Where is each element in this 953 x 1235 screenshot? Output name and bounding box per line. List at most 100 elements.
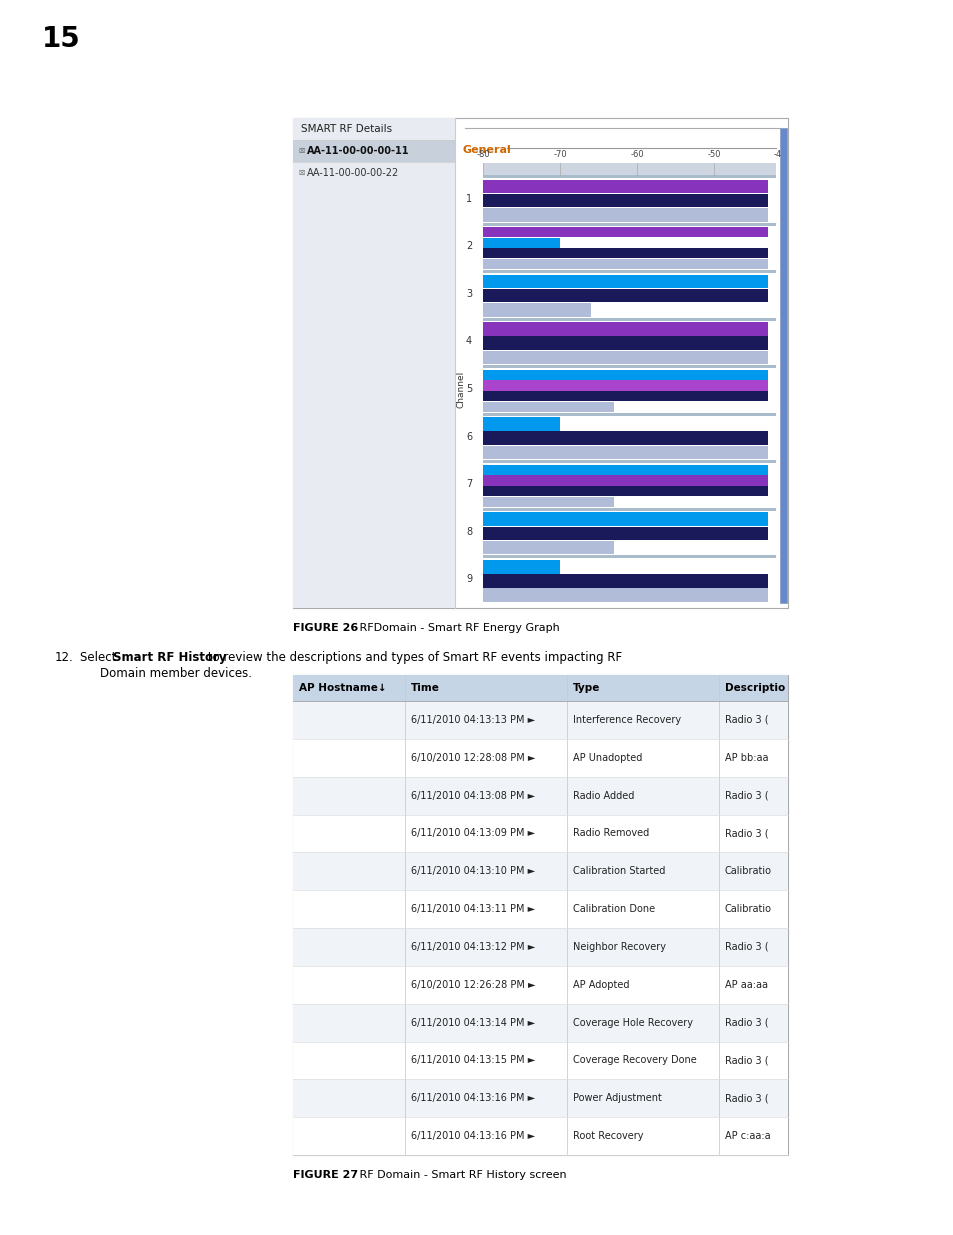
Text: 6/11/2010 04:13:15 PM ►: 6/11/2010 04:13:15 PM ► bbox=[411, 1056, 535, 1066]
Bar bbox=[293, 852, 787, 890]
Text: AP c:aa:a: AP c:aa:a bbox=[724, 1131, 770, 1141]
Text: Radio 3 (: Radio 3 ( bbox=[724, 790, 768, 800]
Bar bbox=[293, 1041, 787, 1079]
Bar bbox=[482, 194, 767, 207]
Text: to review the descriptions and types of Smart RF events impacting RF: to review the descriptions and types of … bbox=[204, 651, 621, 664]
Text: 6: 6 bbox=[465, 431, 472, 442]
Text: 1: 1 bbox=[465, 194, 472, 204]
Bar bbox=[482, 526, 767, 540]
Bar bbox=[482, 380, 767, 390]
Text: Calibration Done: Calibration Done bbox=[573, 904, 655, 914]
Bar bbox=[780, 128, 786, 603]
Text: AP aa:aa: AP aa:aa bbox=[724, 979, 767, 989]
Text: RFDomain - Smart RF Energy Graph: RFDomain - Smart RF Energy Graph bbox=[349, 622, 559, 634]
Bar bbox=[293, 1004, 787, 1041]
Text: 6/11/2010 04:13:11 PM ►: 6/11/2010 04:13:11 PM ► bbox=[411, 904, 535, 914]
Text: Radio 3 (: Radio 3 ( bbox=[724, 715, 768, 725]
Text: AP bb:aa: AP bb:aa bbox=[724, 753, 768, 763]
Text: 6/11/2010 04:13:10 PM ►: 6/11/2010 04:13:10 PM ► bbox=[411, 866, 535, 877]
Text: 6/10/2010 12:28:08 PM ►: 6/10/2010 12:28:08 PM ► bbox=[411, 753, 535, 763]
Bar bbox=[482, 412, 775, 416]
Text: Select: Select bbox=[80, 651, 120, 664]
Bar bbox=[482, 163, 775, 175]
Text: Descriptio: Descriptio bbox=[724, 683, 784, 693]
Text: 6/11/2010 04:13:14 PM ►: 6/11/2010 04:13:14 PM ► bbox=[411, 1018, 535, 1028]
Bar bbox=[482, 369, 767, 380]
Text: 6/11/2010 04:13:13 PM ►: 6/11/2010 04:13:13 PM ► bbox=[411, 715, 535, 725]
Bar bbox=[482, 222, 775, 226]
Bar bbox=[293, 1079, 787, 1118]
Bar bbox=[293, 927, 787, 966]
Text: -80: -80 bbox=[476, 149, 489, 159]
Text: Root Recovery: Root Recovery bbox=[573, 1131, 643, 1141]
Text: Interference Recovery: Interference Recovery bbox=[573, 715, 680, 725]
Text: Calibration Started: Calibration Started bbox=[573, 866, 664, 877]
Text: 3: 3 bbox=[465, 289, 472, 299]
Bar bbox=[293, 777, 787, 815]
Text: 15: 15 bbox=[42, 25, 81, 53]
Bar bbox=[293, 119, 455, 608]
Bar bbox=[482, 336, 767, 350]
Text: Coverage Recovery Done: Coverage Recovery Done bbox=[573, 1056, 696, 1066]
Text: -4: -4 bbox=[773, 149, 781, 159]
Bar bbox=[293, 676, 787, 701]
Text: AP Unadopted: AP Unadopted bbox=[573, 753, 641, 763]
Bar bbox=[482, 274, 767, 288]
Text: 6/11/2010 04:13:16 PM ►: 6/11/2010 04:13:16 PM ► bbox=[411, 1131, 535, 1141]
Bar bbox=[293, 676, 787, 1155]
Bar bbox=[482, 175, 775, 178]
Text: 6/11/2010 04:13:16 PM ►: 6/11/2010 04:13:16 PM ► bbox=[411, 1093, 535, 1103]
Text: -50: -50 bbox=[707, 149, 720, 159]
Bar bbox=[482, 464, 767, 475]
Bar bbox=[482, 366, 775, 368]
Bar bbox=[482, 248, 767, 258]
Bar bbox=[482, 259, 767, 269]
Bar bbox=[293, 966, 787, 1004]
Text: General: General bbox=[462, 144, 511, 156]
Text: Radio 3 (: Radio 3 ( bbox=[724, 1056, 768, 1066]
Text: Neighbor Recovery: Neighbor Recovery bbox=[573, 942, 665, 952]
Text: Radio 3 (: Radio 3 ( bbox=[724, 942, 768, 952]
Bar bbox=[293, 140, 455, 162]
Text: Calibratio: Calibratio bbox=[724, 904, 771, 914]
Text: 6/11/2010 04:13:12 PM ►: 6/11/2010 04:13:12 PM ► bbox=[411, 942, 535, 952]
Text: -60: -60 bbox=[630, 149, 643, 159]
Text: Smart RF History: Smart RF History bbox=[112, 651, 226, 664]
Bar bbox=[482, 508, 775, 511]
Bar bbox=[293, 890, 787, 927]
Bar bbox=[482, 227, 767, 237]
Bar bbox=[482, 559, 559, 573]
Text: 6/10/2010 12:26:28 PM ►: 6/10/2010 12:26:28 PM ► bbox=[411, 979, 535, 989]
Bar bbox=[482, 513, 767, 526]
Text: 4: 4 bbox=[465, 336, 472, 347]
Text: Radio 3 (: Radio 3 ( bbox=[724, 1093, 768, 1103]
Text: AA-11-00-00-00-11: AA-11-00-00-00-11 bbox=[307, 146, 409, 156]
Bar bbox=[482, 461, 775, 463]
Text: Coverage Hole Recovery: Coverage Hole Recovery bbox=[573, 1018, 692, 1028]
Bar bbox=[482, 317, 775, 321]
Bar bbox=[482, 289, 767, 303]
Text: Radio Added: Radio Added bbox=[573, 790, 634, 800]
Bar bbox=[482, 270, 775, 273]
Bar bbox=[482, 588, 767, 601]
Text: FIGURE 27: FIGURE 27 bbox=[293, 1170, 357, 1179]
Bar bbox=[482, 446, 767, 459]
Bar bbox=[482, 574, 767, 588]
Text: Radio 3 (: Radio 3 ( bbox=[724, 1018, 768, 1028]
Bar bbox=[293, 701, 787, 739]
Bar bbox=[293, 739, 787, 777]
Bar bbox=[482, 417, 559, 431]
Bar bbox=[482, 475, 767, 485]
Text: FIGURE 26: FIGURE 26 bbox=[293, 622, 358, 634]
Text: Domain member devices.: Domain member devices. bbox=[100, 667, 252, 680]
Text: AP Hostname↓: AP Hostname↓ bbox=[298, 683, 386, 693]
Bar bbox=[482, 496, 614, 506]
Bar bbox=[482, 541, 614, 555]
Bar bbox=[482, 179, 767, 193]
Text: Channel: Channel bbox=[456, 370, 465, 408]
Text: ☒: ☒ bbox=[297, 170, 304, 177]
Bar bbox=[482, 303, 590, 316]
Bar bbox=[482, 431, 767, 445]
Text: RF Domain - Smart RF History screen: RF Domain - Smart RF History screen bbox=[349, 1170, 566, 1179]
Text: -70: -70 bbox=[553, 149, 566, 159]
